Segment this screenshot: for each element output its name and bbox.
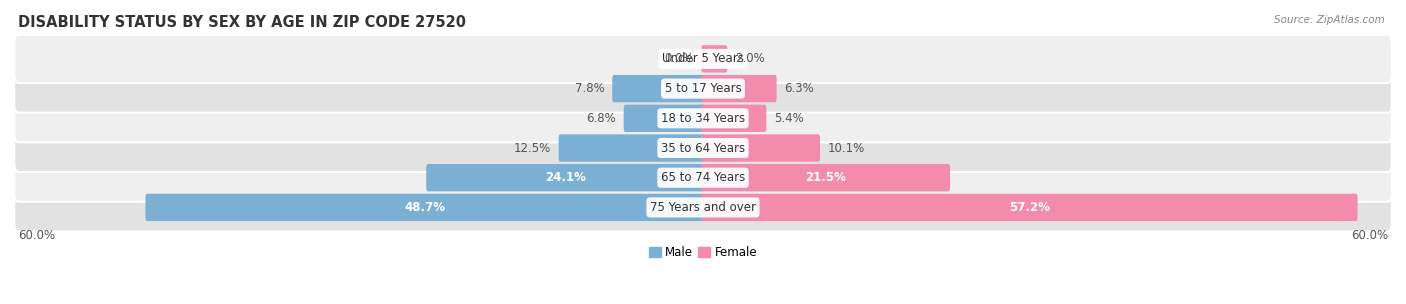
Text: 0.0%: 0.0% xyxy=(664,52,695,65)
Text: 75 Years and over: 75 Years and over xyxy=(650,201,756,214)
FancyBboxPatch shape xyxy=(14,35,1392,83)
FancyBboxPatch shape xyxy=(558,134,704,162)
Text: 2.0%: 2.0% xyxy=(735,52,765,65)
FancyBboxPatch shape xyxy=(14,183,1392,231)
FancyBboxPatch shape xyxy=(702,164,950,192)
Text: 57.2%: 57.2% xyxy=(1010,201,1050,214)
Text: 24.1%: 24.1% xyxy=(546,171,586,184)
Text: Under 5 Years: Under 5 Years xyxy=(662,52,744,65)
Text: 60.0%: 60.0% xyxy=(1351,229,1388,242)
FancyBboxPatch shape xyxy=(14,94,1392,142)
Text: 7.8%: 7.8% xyxy=(575,82,605,95)
FancyBboxPatch shape xyxy=(624,105,704,132)
Text: 21.5%: 21.5% xyxy=(806,171,846,184)
FancyBboxPatch shape xyxy=(702,105,766,132)
Text: Source: ZipAtlas.com: Source: ZipAtlas.com xyxy=(1274,15,1385,25)
FancyBboxPatch shape xyxy=(14,154,1392,202)
Text: 65 to 74 Years: 65 to 74 Years xyxy=(661,171,745,184)
FancyBboxPatch shape xyxy=(702,45,727,73)
Legend: Male, Female: Male, Female xyxy=(644,242,762,264)
FancyBboxPatch shape xyxy=(426,164,704,192)
Text: 48.7%: 48.7% xyxy=(405,201,446,214)
Text: 6.8%: 6.8% xyxy=(586,112,616,125)
FancyBboxPatch shape xyxy=(145,194,704,221)
Text: DISABILITY STATUS BY SEX BY AGE IN ZIP CODE 27520: DISABILITY STATUS BY SEX BY AGE IN ZIP C… xyxy=(18,15,467,30)
FancyBboxPatch shape xyxy=(612,75,704,102)
FancyBboxPatch shape xyxy=(14,64,1392,113)
Text: 5.4%: 5.4% xyxy=(773,112,803,125)
Text: 18 to 34 Years: 18 to 34 Years xyxy=(661,112,745,125)
FancyBboxPatch shape xyxy=(14,124,1392,172)
FancyBboxPatch shape xyxy=(702,75,776,102)
Text: 6.3%: 6.3% xyxy=(785,82,814,95)
FancyBboxPatch shape xyxy=(702,194,1358,221)
Text: 5 to 17 Years: 5 to 17 Years xyxy=(665,82,741,95)
Text: 12.5%: 12.5% xyxy=(515,141,551,154)
Text: 35 to 64 Years: 35 to 64 Years xyxy=(661,141,745,154)
FancyBboxPatch shape xyxy=(702,134,820,162)
Text: 60.0%: 60.0% xyxy=(18,229,55,242)
Text: 10.1%: 10.1% xyxy=(827,141,865,154)
